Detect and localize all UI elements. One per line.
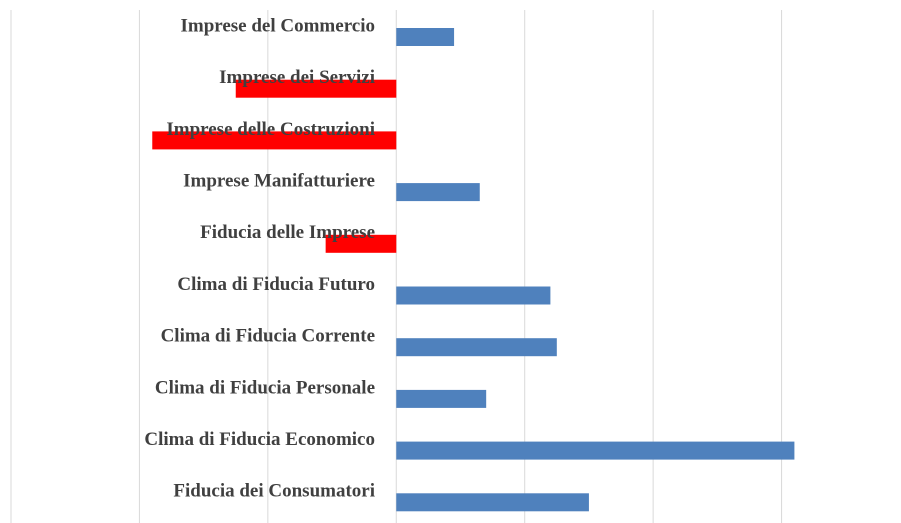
category-label: Clima di Fiducia Corrente: [161, 326, 375, 347]
bar: [396, 441, 795, 460]
category-label: Clima di Fiducia Economico: [144, 429, 375, 450]
bar: [396, 493, 589, 512]
bar: [152, 131, 397, 150]
category-label: Imprese delle Costruzioni: [166, 119, 375, 140]
bar: [235, 79, 397, 98]
bar: [396, 28, 455, 46]
category-label: Fiducia dei Consumatori: [173, 481, 375, 502]
bar: [325, 234, 397, 253]
bar: [396, 338, 557, 357]
category-label: Imprese dei Servizi: [219, 67, 375, 88]
category-label: Imprese del Commercio: [180, 15, 375, 36]
category-label: Clima di Fiducia Personale: [155, 377, 375, 398]
bar: [396, 389, 487, 408]
bar: [396, 286, 551, 305]
category-label: Clima di Fiducia Futuro: [177, 274, 375, 295]
bar: [396, 183, 480, 202]
category-label: Fiducia delle Imprese: [200, 222, 375, 243]
category-label: Imprese Manifatturiere: [183, 170, 375, 191]
